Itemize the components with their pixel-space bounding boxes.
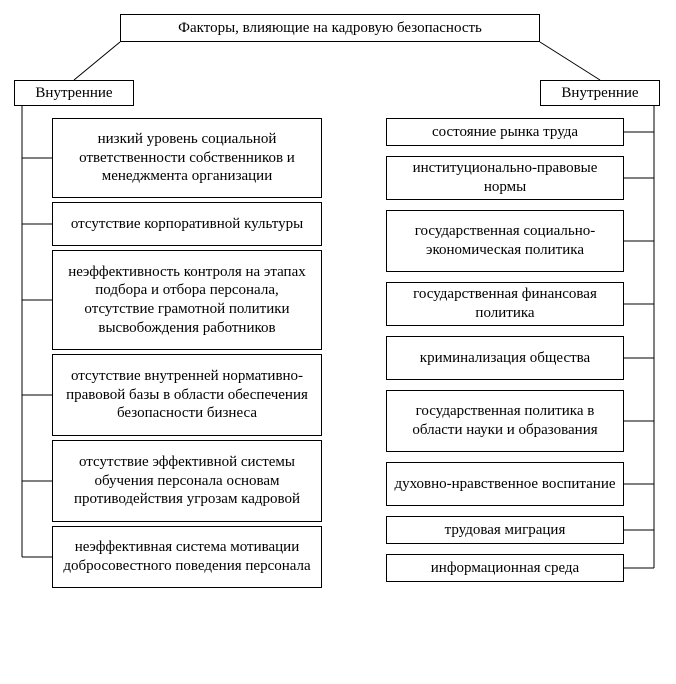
left-item-2: неэффективность контроля на этапах подбо… [52, 250, 322, 350]
right-item-7: трудовая миграция [386, 516, 624, 544]
right-item-5: государственная политика в области науки… [386, 390, 624, 452]
diagram-canvas: Факторы, влияющие на кадровую безопаснос… [0, 0, 676, 684]
right-item-0: состояние рынка труда [386, 118, 624, 146]
right-item-4: криминализация общества [386, 336, 624, 380]
root-box: Факторы, влияющие на кадровую безопаснос… [120, 14, 540, 42]
right-item-2: государственная социально-экономическая … [386, 210, 624, 272]
left-item-5: неэффективная система мотивации добросов… [52, 526, 322, 588]
left-header-box: Внутренние [14, 80, 134, 106]
left-item-1: отсутствие корпоративной культуры [52, 202, 322, 246]
right-item-3: государственная финансовая политика [386, 282, 624, 326]
right-header-box: Внутренние [540, 80, 660, 106]
right-item-1: институционально-правовые нормы [386, 156, 624, 200]
right-item-8: информационная среда [386, 554, 624, 582]
left-item-4: отсутствие эффективной системы обучения … [52, 440, 322, 522]
left-item-3: отсутствие внутренней нормативно-правово… [52, 354, 322, 436]
left-item-0: низкий уровень социальной ответственност… [52, 118, 322, 198]
right-item-6: духовно-нравственное воспитание [386, 462, 624, 506]
